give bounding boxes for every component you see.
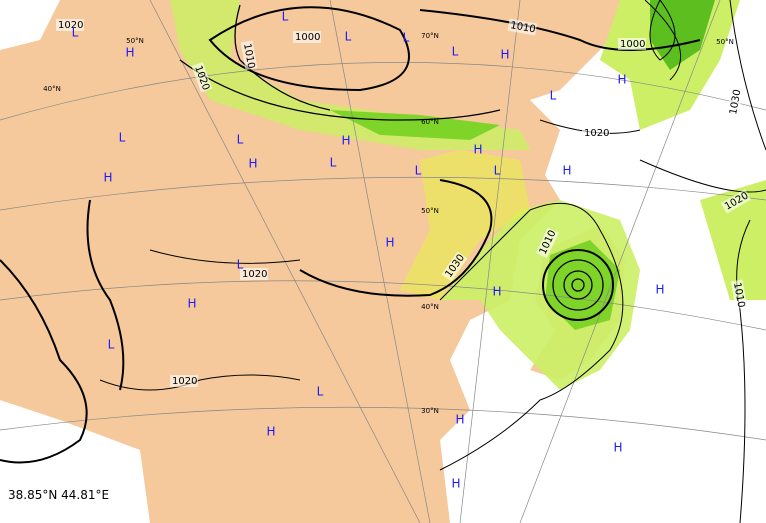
isobar-label-bg xyxy=(726,87,744,118)
latitude-label: 50°N xyxy=(421,207,439,215)
isobar-label-bg xyxy=(582,127,610,139)
pressure-center: L xyxy=(237,258,244,272)
isobar-label: 1010 xyxy=(509,20,536,35)
isobar-label-bg xyxy=(441,251,468,282)
isobar-label: 1020 xyxy=(242,269,267,280)
precip xyxy=(400,150,530,300)
isobar-label-bg xyxy=(720,189,752,214)
latitude-label: 40°N xyxy=(43,85,61,93)
pressure-center: L xyxy=(452,45,459,59)
isobar-label-bg xyxy=(535,227,559,259)
pressure-center: L xyxy=(330,156,337,170)
isobar-label-bg xyxy=(507,18,538,36)
pressure-center: H xyxy=(617,73,626,87)
isobar-label: 1000 xyxy=(295,32,320,43)
isobar-label: 1010 xyxy=(241,43,256,70)
pressure-center: H xyxy=(655,283,664,297)
precip xyxy=(545,240,620,330)
pressure-center: H xyxy=(266,425,275,439)
isobar-label-bg xyxy=(191,62,213,93)
isobar-label-bg xyxy=(730,279,748,310)
isobar-label: 1010 xyxy=(731,282,746,309)
isobar-label: 1000 xyxy=(620,39,645,50)
isobar-label-bg xyxy=(240,40,258,71)
isobar-label-bg xyxy=(240,268,268,280)
isobar-label-bg xyxy=(618,38,646,50)
pressure-center: H xyxy=(492,285,501,299)
pressure-center: H xyxy=(248,157,257,171)
precip xyxy=(170,0,530,150)
pressure-center: H xyxy=(562,164,571,178)
pressure-center: L xyxy=(317,385,324,399)
latitude-label: 70°N xyxy=(421,32,439,40)
pressure-center: H xyxy=(103,171,112,185)
pressure-center: L xyxy=(494,164,501,178)
isobar-label: 1030 xyxy=(728,89,743,116)
pressure-center: L xyxy=(282,10,289,24)
coord-box xyxy=(0,483,120,506)
isobar-label: 1020 xyxy=(58,20,83,31)
precip xyxy=(700,180,766,300)
pressure-center: L xyxy=(403,31,410,45)
pressure-center: H xyxy=(451,477,460,491)
latitude-label: 50°N xyxy=(126,37,144,45)
pressure-center: H xyxy=(455,413,464,427)
pressure-center: H xyxy=(187,297,196,311)
pressure-center: H xyxy=(125,46,134,60)
latitude-label: 40°N xyxy=(421,303,439,311)
pressure-center: H xyxy=(613,441,622,455)
latitude-label: 30°N xyxy=(421,407,439,415)
pressure-center: H xyxy=(341,134,350,148)
pressure-center: H xyxy=(473,143,482,157)
pressure-center: L xyxy=(108,338,115,352)
isobar-label-bg xyxy=(293,31,321,43)
isobar-label-bg xyxy=(170,375,198,387)
isobar-label-bg xyxy=(56,19,84,31)
pressure-center: H xyxy=(500,48,509,62)
latitude-label: 60°N xyxy=(421,118,439,126)
pressure-center: L xyxy=(237,133,244,147)
precip xyxy=(330,110,500,140)
pressure-center: L xyxy=(550,89,557,103)
pressure-center: L xyxy=(72,26,79,40)
sea xyxy=(0,0,60,50)
pressure-center: L xyxy=(119,131,126,145)
coordinates: 38.85°N 44.81°E xyxy=(8,488,109,502)
pressure-center: L xyxy=(415,164,422,178)
isobar-label: 1020 xyxy=(172,376,197,387)
latitude-label: 50°N xyxy=(716,38,734,46)
pressure-center: H xyxy=(385,236,394,250)
pressure-center: L xyxy=(345,30,352,44)
isobar-label: 1020 xyxy=(584,128,609,139)
precip xyxy=(650,0,715,70)
